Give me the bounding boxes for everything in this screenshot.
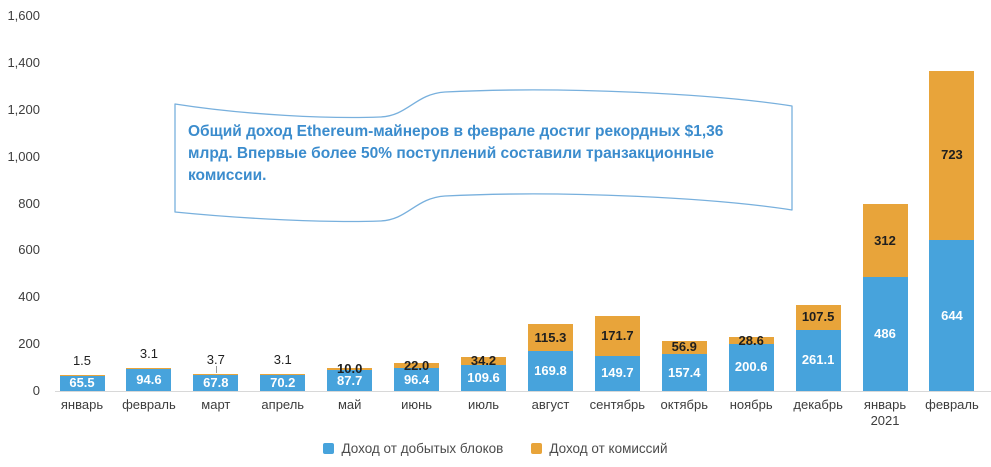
bar-segment-blocks[interactable] — [327, 370, 373, 391]
y-axis-tick-label: 800 — [18, 195, 40, 211]
value-label-blocks: 644 — [941, 307, 963, 323]
value-label-fees: 3.1 — [139, 346, 158, 362]
y-axis-tick-label: 400 — [18, 289, 40, 305]
x-axis-category-label: апрель — [261, 397, 305, 412]
bar-segment-blocks[interactable] — [728, 343, 774, 391]
bar-segment-blocks[interactable] — [260, 374, 306, 391]
legend-swatch-orange — [531, 443, 543, 454]
y-axis-tick-label: 0 — [32, 383, 40, 398]
value-label-fees: 312 — [874, 232, 896, 248]
value-label-blocks: 261.1 — [801, 352, 835, 368]
x-axis-category-label: июнь — [401, 397, 433, 412]
bar-segment-blocks[interactable] — [126, 368, 172, 391]
x-axis-category-label: ноябрь — [729, 397, 773, 412]
legend-label-blocks: Доход от добытых блоков — [341, 441, 504, 456]
value-label-fees: 56.9 — [671, 339, 697, 355]
value-label-fees: 28.6 — [738, 332, 764, 348]
bar-segment-fees[interactable] — [728, 337, 774, 344]
bar-segment-fees[interactable] — [394, 363, 440, 369]
bar-segment-blocks[interactable] — [527, 351, 573, 391]
x-axis-category-label: июль — [467, 397, 500, 412]
value-label-blocks: 65.5 — [69, 375, 95, 391]
value-label-blocks: 94.6 — [136, 371, 162, 387]
legend-item-fees[interactable]: Доход от комиссий — [531, 441, 668, 456]
value-label-fees: 107.5 — [801, 309, 835, 325]
callout-shape — [174, 89, 793, 223]
y-axis-tick-label: 200 — [18, 336, 40, 352]
x-axis-category-label: март — [201, 397, 231, 412]
value-label-blocks: 96.4 — [403, 371, 430, 387]
bar-segment-blocks[interactable] — [59, 375, 105, 391]
value-label-fees: 115.3 — [534, 329, 567, 345]
annotation-line: млрд. Впервые более 50% поступлений сост… — [188, 145, 715, 162]
x-axis-category-label: сентябрь — [589, 397, 646, 412]
value-label-blocks: 67.8 — [203, 375, 229, 391]
y-axis-tick-label: 1,200 — [7, 101, 40, 117]
y-axis-tick-label: 1,600 — [7, 8, 40, 23]
value-label-fees: 1.5 — [72, 353, 92, 369]
bar-segment-fees[interactable] — [327, 368, 373, 371]
bar-segment-fees[interactable] — [661, 340, 707, 355]
value-label-blocks: 157.4 — [667, 364, 701, 380]
bar-segment-blocks[interactable] — [862, 277, 908, 391]
y-axis-tick-label: 1,400 — [7, 54, 40, 70]
bar-segment-fees[interactable] — [260, 373, 306, 375]
x-axis-category-label: январь 2021 — [863, 397, 907, 428]
value-label-blocks: 109.6 — [467, 370, 500, 386]
bar-segment-fees[interactable] — [126, 368, 172, 369]
bar-segment-blocks[interactable] — [929, 240, 975, 391]
y-axis-tick-label: 600 — [18, 242, 40, 258]
x-axis-category-label: февраль — [925, 397, 979, 412]
x-axis-category-label: май — [337, 397, 362, 412]
y-axis-tick-label: 1,000 — [7, 148, 40, 164]
value-label-blocks: 169.8 — [534, 363, 567, 379]
annotation-line: Общий доход Ethereum-майнеров в феврале … — [188, 123, 724, 140]
value-label-fees: 10.0 — [337, 361, 363, 377]
annotation-line: комиссии. — [188, 167, 267, 184]
bar-segment-blocks[interactable] — [594, 355, 640, 391]
bar-segment-fees[interactable] — [527, 324, 573, 352]
legend-label-fees: Доход от комиссий — [549, 441, 668, 456]
x-axis-category-label: февраль — [122, 397, 176, 412]
bar-segment-fees[interactable] — [795, 304, 841, 330]
label-leader-line — [215, 366, 217, 374]
annotation-text: Общий доход Ethereum-майнеров в феврале … — [188, 121, 788, 187]
bar-segment-blocks[interactable] — [661, 354, 707, 391]
bar-segment-blocks[interactable] — [394, 368, 440, 391]
legend-swatch-blue — [323, 443, 335, 454]
value-label-blocks: 87.7 — [337, 372, 363, 388]
value-label-fees: 22.0 — [403, 357, 430, 373]
bar-segment-blocks[interactable] — [795, 329, 841, 391]
value-label-fees: 723 — [941, 147, 963, 163]
bar-segment-fees[interactable] — [929, 70, 975, 241]
x-axis-category-label: октябрь — [660, 397, 709, 412]
bar-segment-fees[interactable] — [193, 374, 239, 376]
x-axis-category-label: декабрь — [793, 397, 843, 412]
x-axis-baseline — [55, 391, 991, 392]
bar-segment-fees[interactable] — [461, 357, 507, 366]
value-label-blocks: 486 — [874, 326, 896, 342]
bar-segment-fees[interactable] — [862, 203, 908, 278]
value-label-blocks: 149.7 — [601, 365, 634, 381]
legend: Доход от добытых блоков Доход от комисси… — [0, 441, 991, 456]
bar-segment-fees[interactable] — [594, 315, 640, 356]
value-label-fees: 34.2 — [470, 353, 497, 369]
value-label-fees: 171.7 — [601, 327, 634, 343]
value-label-fees: 3.7 — [206, 352, 225, 368]
value-label-fees: 3.1 — [273, 351, 292, 367]
bar-segment-blocks[interactable] — [193, 375, 239, 391]
value-label-blocks: 70.2 — [270, 374, 296, 390]
bar-segment-blocks[interactable] — [461, 365, 507, 391]
legend-item-blocks[interactable]: Доход от добытых блоков — [323, 441, 503, 456]
x-axis-category-label: январь — [60, 397, 104, 412]
value-label-blocks: 200.6 — [734, 359, 768, 375]
x-axis-category-label: август — [531, 397, 570, 412]
